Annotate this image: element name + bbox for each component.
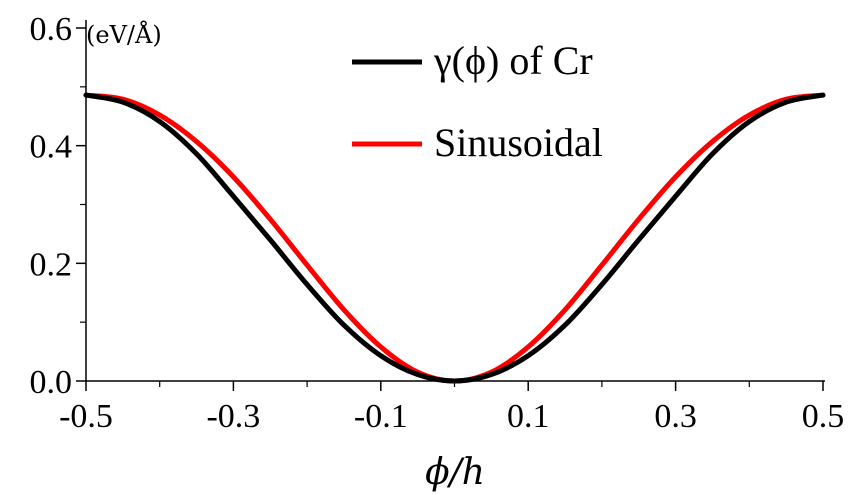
legend-label-gamma-cr: γ(ϕ) of Cr: [433, 38, 593, 83]
y-unit-label: (eV/Å): [86, 20, 162, 49]
y-tick-label: 0.4: [30, 129, 73, 166]
x-tick-label: -0.5: [59, 398, 113, 435]
legend-label-sinusoidal: Sinusoidal: [434, 120, 603, 165]
y-tick-label: 0.6: [30, 11, 73, 48]
tick-labels: 0.0 0.2 0.4 0.6 -0.5 -0.3 -0.1 0.1 0.3 0.5: [30, 11, 845, 435]
x-axis-title: ϕ/h: [425, 452, 485, 493]
y-tick-label: 0.0: [30, 364, 73, 401]
x-tick-label: 0.5: [802, 398, 845, 435]
x-tick-label: 0.1: [507, 398, 550, 435]
legend: γ(ϕ) of Cr Sinusoidal: [352, 38, 603, 165]
axes: [76, 20, 825, 391]
series-line-gamma-cr: [83, 92, 826, 384]
x-tick-label: -0.1: [354, 398, 408, 435]
x-tick-label: 0.3: [654, 398, 697, 435]
y-tick-label: 0.2: [30, 246, 73, 283]
x-tick-label: -0.3: [206, 398, 260, 435]
series-layer: [83, 92, 826, 384]
